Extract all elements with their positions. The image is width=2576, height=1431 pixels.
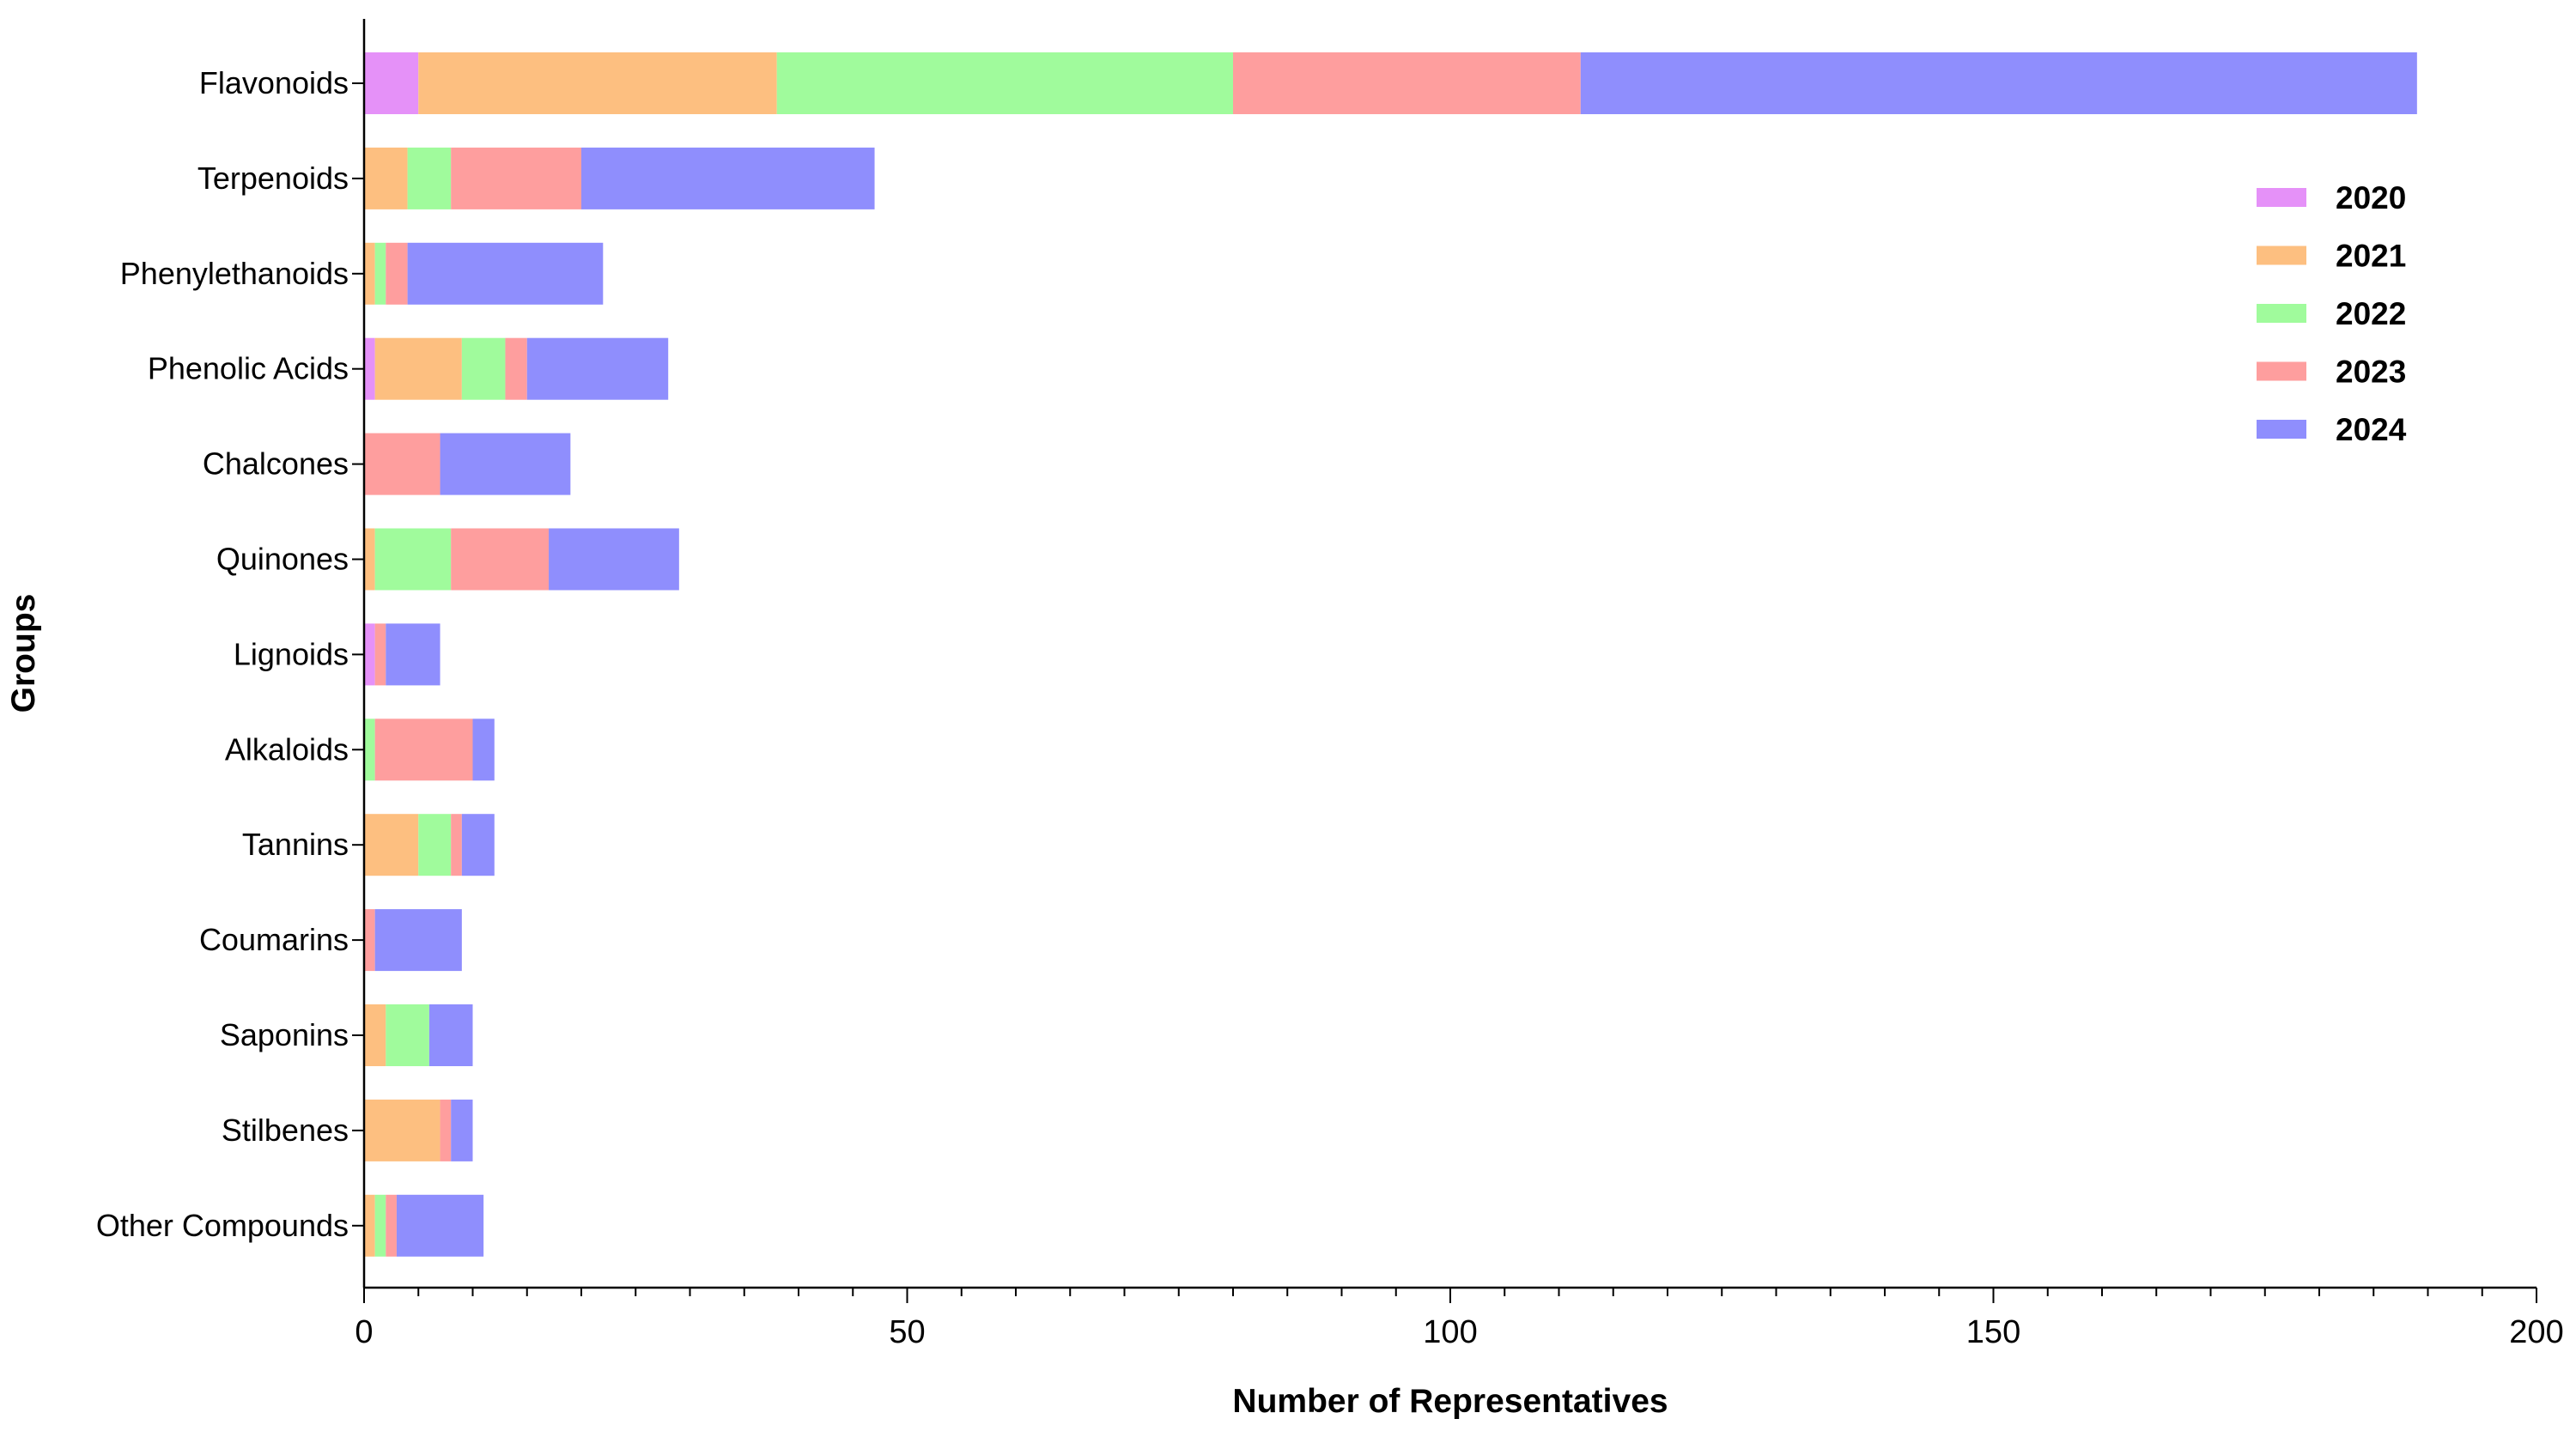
bar-chalcones-2024	[440, 433, 571, 495]
bar-terpenoids-2023	[451, 147, 581, 209]
category-label: Lignoids	[234, 636, 349, 671]
x-tick-label: 50	[889, 1314, 925, 1350]
bar-quinones-2024	[549, 528, 679, 591]
category-label: Phenylethanoids	[120, 256, 349, 291]
category-label: Other Compounds	[96, 1208, 349, 1243]
category-label: Alkaloids	[225, 731, 349, 767]
bar-flavonoids-2022	[776, 52, 1233, 114]
category-label: Stilbenes	[222, 1113, 349, 1148]
bar-phenolic-acids-2022	[461, 337, 506, 400]
bar-tannins-2024	[461, 814, 495, 876]
bar-coumarins-2023	[364, 909, 375, 972]
category-label: Coumarins	[199, 922, 349, 957]
bar-flavonoids-2020	[364, 52, 419, 114]
category-labels: Flavonoids Terpenoids Phenylethanoids Pheno…	[96, 65, 349, 1243]
legend-label-2020: 2020	[2336, 180, 2406, 215]
bar-phenolic-acids-2023	[505, 337, 527, 400]
bar-alkaloids-2023	[374, 719, 473, 781]
bar-phenylethanoids-2021	[364, 242, 375, 305]
bar-tannins-2021	[364, 814, 419, 876]
x-tick-label: 200	[2509, 1314, 2563, 1350]
bar-phenolic-acids-2024	[526, 337, 669, 400]
bar-phenylethanoids-2022	[374, 242, 386, 305]
bars-layer	[364, 52, 2417, 1257]
legend-swatch-2024	[2257, 420, 2306, 439]
bar-saponins-2021	[364, 1004, 386, 1066]
bar-quinones-2021	[364, 528, 375, 591]
axes-layer	[352, 19, 2537, 1303]
legend-label-2022: 2022	[2336, 296, 2406, 331]
legend-swatch-2021	[2257, 246, 2306, 265]
category-label: Tannins	[242, 827, 349, 862]
category-label: Quinones	[216, 542, 349, 577]
bar-alkaloids-2024	[472, 719, 495, 781]
bar-quinones-2023	[451, 528, 550, 591]
bar-quinones-2022	[374, 528, 452, 591]
bar-other-compounds-2021	[364, 1194, 375, 1257]
bar-coumarins-2024	[374, 909, 462, 972]
legend: 2020 2021 2022 2023 2024	[2257, 180, 2407, 447]
bar-stilbenes-2023	[440, 1099, 452, 1161]
legend-label-2021: 2021	[2336, 239, 2406, 274]
bar-tannins-2022	[418, 814, 452, 876]
x-axis-title: Number of Representatives	[1232, 1383, 1668, 1420]
legend-swatch-2023	[2257, 361, 2306, 381]
category-label: Terpenoids	[197, 161, 349, 196]
category-label: Flavonoids	[199, 65, 349, 100]
category-label: Saponins	[220, 1017, 349, 1052]
bar-alkaloids-2022	[364, 719, 375, 781]
bar-other-compounds-2024	[396, 1194, 484, 1257]
legend-label-2024: 2024	[2336, 412, 2407, 447]
bar-phenylethanoids-2023	[386, 242, 408, 305]
bar-lignoids-2020	[364, 623, 375, 686]
category-label: Chalcones	[203, 446, 349, 482]
bar-saponins-2024	[428, 1004, 473, 1066]
x-tick-labels: 0 50 100 150 200	[355, 1314, 2563, 1350]
x-tick-label: 0	[355, 1314, 373, 1350]
y-axis-title: Groups	[5, 594, 42, 713]
bar-chalcones-2023	[364, 433, 440, 495]
bar-phenolic-acids-2020	[364, 337, 375, 400]
bar-other-compounds-2022	[374, 1194, 386, 1257]
legend-swatch-2022	[2257, 304, 2306, 323]
bar-lignoids-2023	[374, 623, 386, 686]
x-tick-label: 100	[1423, 1314, 1477, 1350]
legend-swatch-2020	[2257, 188, 2306, 207]
bar-lignoids-2024	[386, 623, 440, 686]
bar-phenylethanoids-2024	[407, 242, 604, 305]
bar-tannins-2023	[451, 814, 462, 876]
bar-terpenoids-2022	[407, 147, 452, 209]
bar-other-compounds-2023	[386, 1194, 397, 1257]
x-tick-label: 150	[1966, 1314, 2020, 1350]
bar-terpenoids-2021	[364, 147, 408, 209]
bar-terpenoids-2024	[581, 147, 875, 209]
legend-label-2023: 2023	[2336, 355, 2406, 390]
bar-flavonoids-2021	[418, 52, 777, 114]
bar-stilbenes-2021	[364, 1099, 440, 1161]
bar-flavonoids-2023	[1233, 52, 1581, 114]
bar-stilbenes-2024	[451, 1099, 473, 1161]
category-label: Phenolic Acids	[148, 351, 349, 386]
bar-saponins-2022	[386, 1004, 429, 1066]
bar-phenolic-acids-2021	[374, 337, 462, 400]
bar-flavonoids-2024	[1580, 52, 2417, 114]
